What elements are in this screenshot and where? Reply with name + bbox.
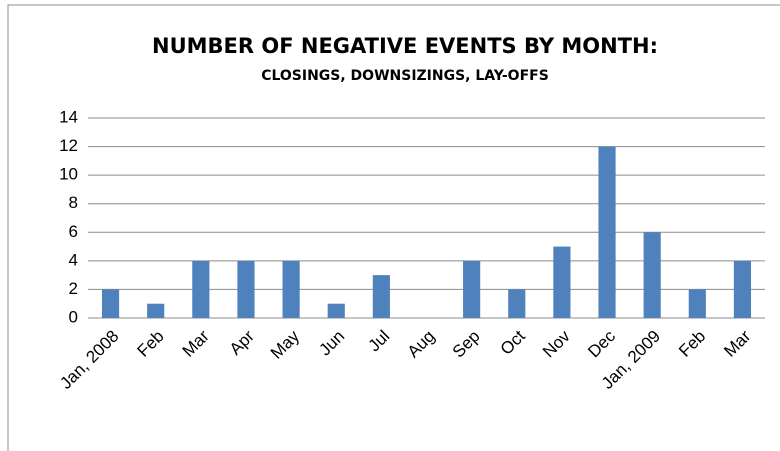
bar [147, 303, 165, 318]
bar [688, 289, 706, 318]
bar [192, 260, 210, 318]
x-tick-label: Jul [365, 327, 394, 356]
bar [327, 303, 345, 318]
bar [372, 275, 390, 318]
chart-border [7, 4, 780, 451]
y-tick-label: 4 [69, 250, 78, 269]
chart-title: NUMBER OF NEGATIVE EVENTS BY MONTH: [152, 34, 658, 58]
bar [282, 260, 300, 318]
x-tick-label: Oct [497, 326, 529, 358]
y-tick-label: 10 [59, 165, 78, 184]
x-tick-label: Mar [720, 326, 754, 360]
x-tick-label: Feb [134, 327, 168, 361]
bar [101, 289, 120, 318]
bar [237, 260, 255, 318]
bar [553, 246, 571, 318]
x-tick-label: May [267, 326, 303, 362]
chart-subtitle: CLOSINGS, DOWNSIZINGS, LAY-OFFS [261, 68, 549, 84]
x-tick-label: Nov [539, 326, 574, 361]
bar [598, 146, 616, 318]
x-tick-label: Jun [315, 327, 348, 360]
x-tick-label: Aug [404, 327, 439, 362]
x-tick-label: Dec [584, 326, 619, 361]
bar [733, 260, 752, 318]
x-tick-label: Mar [179, 326, 213, 360]
y-tick-label: 2 [69, 279, 78, 298]
bar [463, 260, 481, 318]
x-tick-label: Apr [226, 326, 258, 358]
y-tick-label: 12 [59, 136, 78, 155]
bar [643, 232, 661, 318]
y-tick-label: 0 [69, 307, 78, 326]
y-tick-label: 8 [69, 193, 78, 212]
x-tick-label: Jan, 2008 [56, 327, 122, 393]
x-tick-label: Sep [449, 327, 484, 362]
x-tick-label: Feb [675, 327, 709, 361]
y-tick-label: 6 [69, 222, 78, 241]
bar [508, 289, 526, 318]
y-tick-label: 14 [59, 107, 78, 126]
